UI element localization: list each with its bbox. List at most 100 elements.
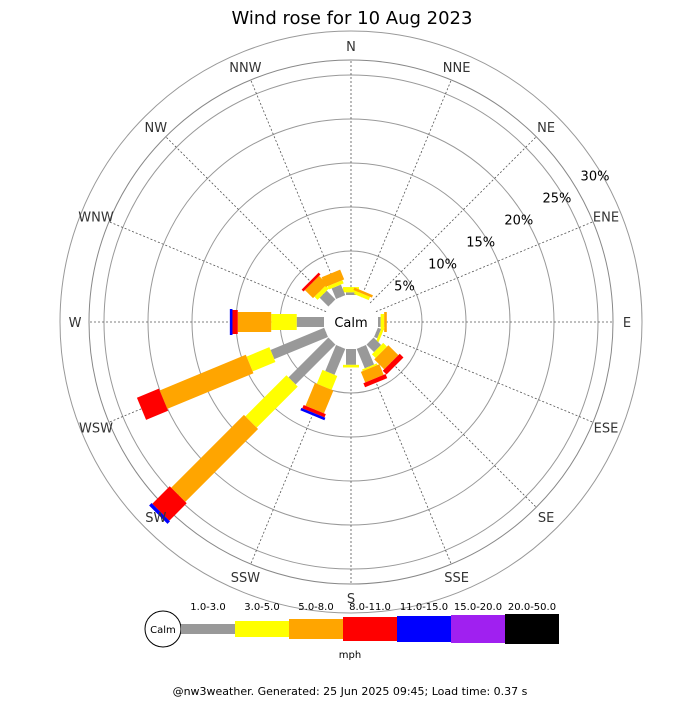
legend-swatch-5 — [451, 615, 505, 643]
petal-se-bin-3 — [382, 353, 404, 375]
petal-se-bin-0 — [366, 337, 382, 353]
spoke-ssw — [250, 346, 342, 565]
petal-nnw-bin-2 — [321, 269, 345, 288]
legend-label-4: 11.0-15.0 — [400, 602, 448, 613]
legend-swatch-1 — [235, 621, 289, 637]
petal-ese — [374, 326, 385, 343]
petal-wsw-bin-0 — [270, 327, 328, 360]
petal-sse-bin-0 — [356, 345, 375, 369]
petal-ssw-bin-4 — [300, 407, 326, 421]
petal-e-bin-0 — [377, 317, 381, 327]
petal-ssw-bin-1 — [316, 369, 338, 390]
calm-circle — [325, 296, 377, 348]
calm-label: Calm — [334, 316, 367, 331]
petal-nw-bin-3 — [301, 272, 321, 292]
legend-label-1: 3.0-5.0 — [244, 602, 279, 613]
direction-label-ese: ESE — [594, 422, 619, 437]
legend-label-3: 8.0-11.0 — [349, 602, 391, 613]
legend-label-0: 1.0-3.0 — [190, 602, 225, 613]
petal-sse-bin-1 — [362, 363, 378, 372]
petal-sw — [149, 337, 336, 524]
direction-label-ne: NE — [537, 121, 555, 136]
ring-label-10: 10% — [428, 258, 457, 273]
petal-sw-bin-3 — [152, 486, 187, 521]
petal-nnw-bin-0 — [331, 284, 346, 299]
ring-label-30: 30% — [581, 170, 610, 185]
petal-sw-bin-4 — [149, 503, 170, 524]
petal-n — [343, 287, 359, 295]
spoke-wnw — [108, 221, 327, 313]
legend-swatch-3 — [343, 617, 397, 641]
footer-text: @nw3weather. Generated: 25 Jun 2025 09:4… — [173, 685, 528, 698]
chart-title: Wind rose for 10 Aug 2023 — [232, 8, 473, 29]
petal-sse-bin-3 — [363, 374, 388, 388]
legend-label-2: 5.0-8.0 — [298, 602, 333, 613]
ring-30 — [59, 30, 643, 614]
spoke-ene — [375, 221, 594, 313]
direction-label-sse: SSE — [444, 571, 469, 586]
petal-nw-bin-1 — [314, 285, 329, 300]
petal-s-bin-1 — [343, 364, 359, 368]
petal-ese-bin-1 — [376, 326, 385, 343]
legend-swatch-4 — [397, 616, 451, 642]
petal-w-bin-4 — [229, 309, 233, 335]
direction-label-wnw: WNW — [78, 210, 114, 225]
petal-ssw-bin-0 — [325, 345, 346, 375]
petal-se — [366, 337, 404, 375]
petal-ssw-bin-2 — [305, 382, 334, 414]
petal-ssw-bin-3 — [302, 404, 326, 418]
direction-label-se: SE — [538, 511, 554, 526]
ring-label-25: 25% — [542, 192, 571, 207]
legend-bins: 1.0-3.0 3.0-5.0 5.0-8.0 8.0-11.0 11.0-15.0 15… — [181, 602, 559, 644]
petal-w-bin-3 — [232, 310, 238, 334]
petal-sse — [356, 345, 388, 388]
petal-wsw — [136, 327, 328, 420]
direction-label-ene: ENE — [593, 210, 619, 225]
spoke-se — [369, 340, 537, 508]
petal-nne — [353, 287, 373, 301]
legend-label-6: 20.0-50.0 — [508, 602, 556, 613]
ring-labels: 5% 10% 15% 20% 25% 30% — [394, 170, 609, 295]
direction-label-w: W — [69, 316, 82, 331]
petal-e-bin-2 — [384, 312, 387, 332]
petal-w-bin-0 — [296, 317, 325, 327]
petal-w — [229, 309, 325, 335]
direction-labels: N NNE NE ENE E ESE SE SSE S SSW SW WSW W WNW NW NNW — [69, 40, 632, 607]
direction-label-wsw: WSW — [79, 422, 113, 437]
petal-se-bin-1 — [371, 342, 387, 358]
petal-ssw — [300, 345, 346, 421]
outer-ring — [88, 59, 614, 585]
petal-sw-bin-2 — [171, 414, 259, 502]
petal-nnw-bin-1 — [327, 280, 344, 290]
petal-n-bin-1 — [343, 287, 359, 293]
petal-e — [377, 312, 387, 332]
petal-wsw-bin-2 — [159, 354, 254, 409]
direction-label-nnw: NNW — [229, 61, 261, 76]
legend-swatch-2 — [289, 619, 343, 639]
direction-label-ssw: SSW — [231, 571, 261, 586]
speed-legend: Calm 1.0-3.0 3.0-5.0 5.0-8.0 8.0-11.0 11.0-1… — [144, 602, 559, 661]
petal-n-bin-0 — [346, 292, 356, 295]
legend-swatch-6 — [505, 614, 559, 644]
petal-e-bin-1 — [380, 314, 385, 330]
petals — [136, 269, 404, 524]
petal-nnw — [321, 269, 346, 299]
direction-label-sw: SW — [145, 511, 166, 526]
petal-sw-bin-1 — [245, 375, 298, 428]
legend-swatch-0 — [181, 624, 235, 634]
petal-nw-bin-2 — [304, 275, 328, 299]
spoke-nnw — [250, 79, 342, 298]
petal-wsw-bin-3 — [136, 388, 169, 420]
ring-label-20: 20% — [504, 214, 533, 229]
petal-nw — [301, 272, 336, 307]
spoke-nne — [360, 79, 452, 298]
petal-w-bin-1 — [271, 314, 297, 330]
direction-label-n: N — [346, 40, 356, 55]
spoke-ne — [369, 136, 537, 304]
petal-nw-bin-0 — [319, 290, 336, 307]
petal-s-bin-0 — [346, 349, 356, 365]
legend-calm-label: Calm — [150, 625, 176, 636]
spoke-ese — [375, 331, 594, 423]
petal-s — [343, 349, 359, 368]
